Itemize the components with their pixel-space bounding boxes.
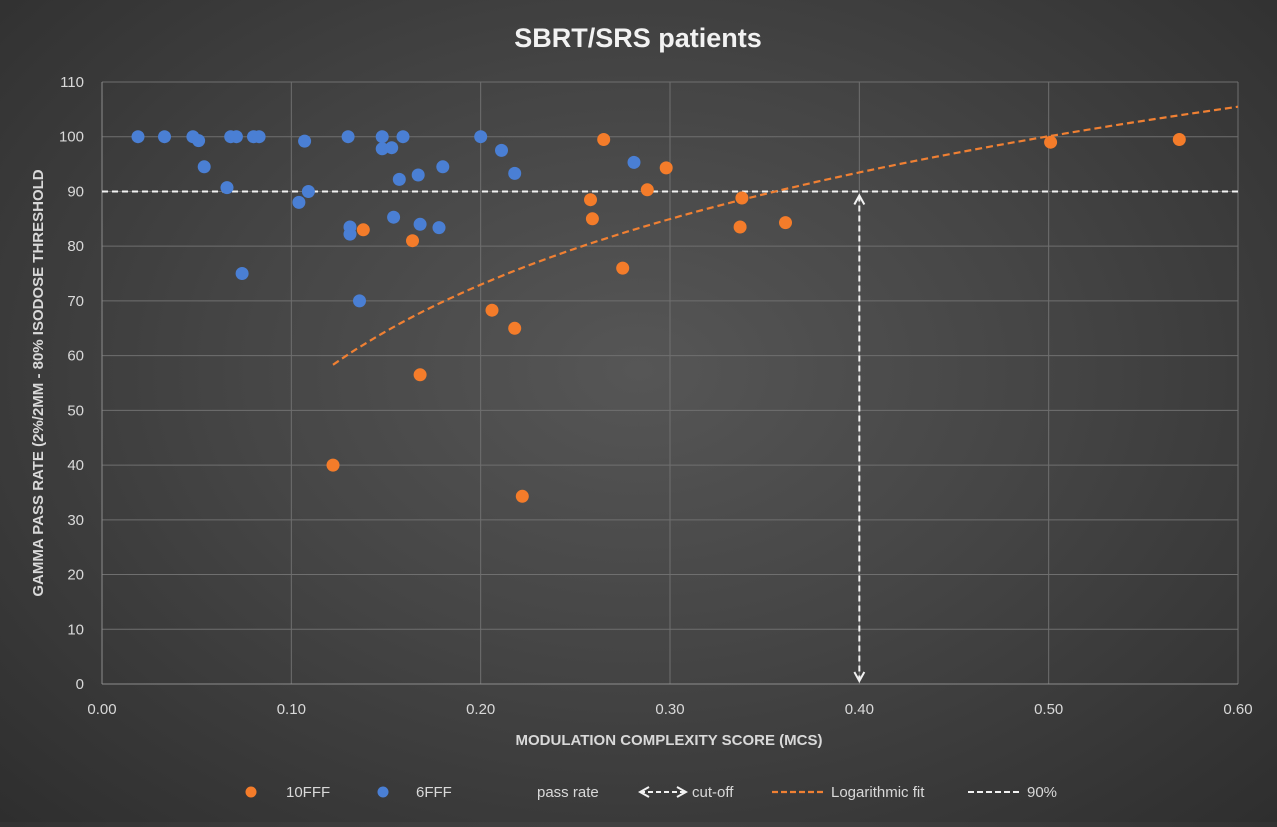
legend-label-threshold: 90% <box>1027 784 1057 801</box>
axes: 0 10 20 30 40 50 60 70 80 90 100 110 0.00 0.10 0.20 0.3… <box>59 74 1253 718</box>
legend-label-fit: Logarithmic fit <box>831 784 925 801</box>
y-tick-label: 100 <box>59 129 84 146</box>
point-6fff <box>353 294 366 308</box>
legend-marker-6fff <box>377 786 389 798</box>
x-tick-label: 0.40 <box>845 701 874 718</box>
y-axis-title: GAMMA PASS RATE (2%/2MM - 80% ISODOSE TH… <box>30 169 47 596</box>
point-6fff <box>508 166 522 180</box>
reference-lines <box>102 105 1239 681</box>
point-6fff <box>396 130 410 144</box>
point-6fff <box>343 227 357 241</box>
grid-lines <box>102 81 1239 684</box>
x-tick-label: 0.50 <box>1034 701 1063 718</box>
point-10fff <box>585 212 599 226</box>
x-axis-title: MODULATION COMPLEXITY SCORE (MCS) <box>516 732 823 749</box>
legend-marker-10fff <box>245 786 257 798</box>
point-10fff <box>659 161 673 175</box>
y-tick-label: 50 <box>67 402 84 419</box>
point-6fff <box>413 217 427 231</box>
point-10fff <box>508 321 522 335</box>
y-tick-label: 90 <box>67 183 84 200</box>
point-10fff <box>616 261 630 275</box>
point-6fff <box>298 134 312 148</box>
y-tick-label: 70 <box>67 293 84 310</box>
point-6fff <box>131 130 145 144</box>
point-6fff <box>387 210 401 224</box>
point-6fff <box>432 221 446 235</box>
point-10fff <box>1044 135 1058 149</box>
y-tick-label: 10 <box>67 621 84 638</box>
point-6fff <box>341 130 355 144</box>
y-tick-label: 60 <box>67 348 84 365</box>
x-tick-label: 0.10 <box>277 701 306 718</box>
x-tick-label: 0.00 <box>87 701 116 718</box>
x-tick-label: 0.60 <box>1223 701 1252 718</box>
y-tick-label: 40 <box>67 457 84 474</box>
point-10fff <box>413 368 427 382</box>
y-tick-label: 110 <box>60 74 84 91</box>
point-10fff <box>406 234 419 248</box>
legend-label-pass-rate: pass rate <box>537 784 599 801</box>
point-10fff <box>326 458 340 472</box>
point-10fff <box>515 489 529 503</box>
point-6fff <box>392 172 406 186</box>
legend-label-cutoff: cut-off <box>692 784 734 801</box>
y-tick-label: 0 <box>76 676 84 693</box>
legend-label-10fff: 10FFF <box>286 784 330 801</box>
point-6fff <box>192 134 206 148</box>
y-tick-label: 80 <box>67 238 84 255</box>
point-10fff <box>779 216 792 230</box>
point-10fff <box>733 220 747 234</box>
point-10fff <box>356 223 370 237</box>
point-6fff <box>627 155 641 169</box>
point-6fff <box>252 130 266 144</box>
point-6fff <box>220 181 234 195</box>
point-10fff <box>735 191 749 205</box>
data-points <box>131 130 1186 503</box>
point-6fff <box>158 130 171 144</box>
point-6fff <box>301 185 315 198</box>
legend-label-6fff: 6FFF <box>416 784 452 801</box>
point-6fff <box>411 168 425 182</box>
point-6fff <box>495 143 508 157</box>
y-tick-label: 20 <box>67 567 84 584</box>
point-10fff <box>597 133 611 146</box>
logarithmic-fit-line <box>332 105 1239 366</box>
y-tick-label: 30 <box>67 512 84 529</box>
point-10fff <box>640 183 654 197</box>
point-6fff <box>375 130 389 144</box>
chart-title: SBRT/SRS patients <box>514 23 762 53</box>
point-6fff <box>436 160 450 174</box>
point-6fff <box>292 195 306 209</box>
point-6fff <box>375 142 389 156</box>
legend: 10FFF 6FFF pass rate cut-off Logarithmic fit… <box>245 784 1057 801</box>
point-6fff <box>229 130 243 144</box>
point-6fff <box>385 141 399 155</box>
point-6fff <box>197 160 211 174</box>
point-10fff <box>485 303 499 317</box>
x-tick-label: 0.20 <box>466 701 495 718</box>
point-10fff <box>584 193 597 207</box>
point-6fff <box>474 130 488 144</box>
x-tick-label: 0.30 <box>655 701 684 718</box>
point-6fff <box>235 267 249 280</box>
point-10fff <box>1172 133 1186 146</box>
